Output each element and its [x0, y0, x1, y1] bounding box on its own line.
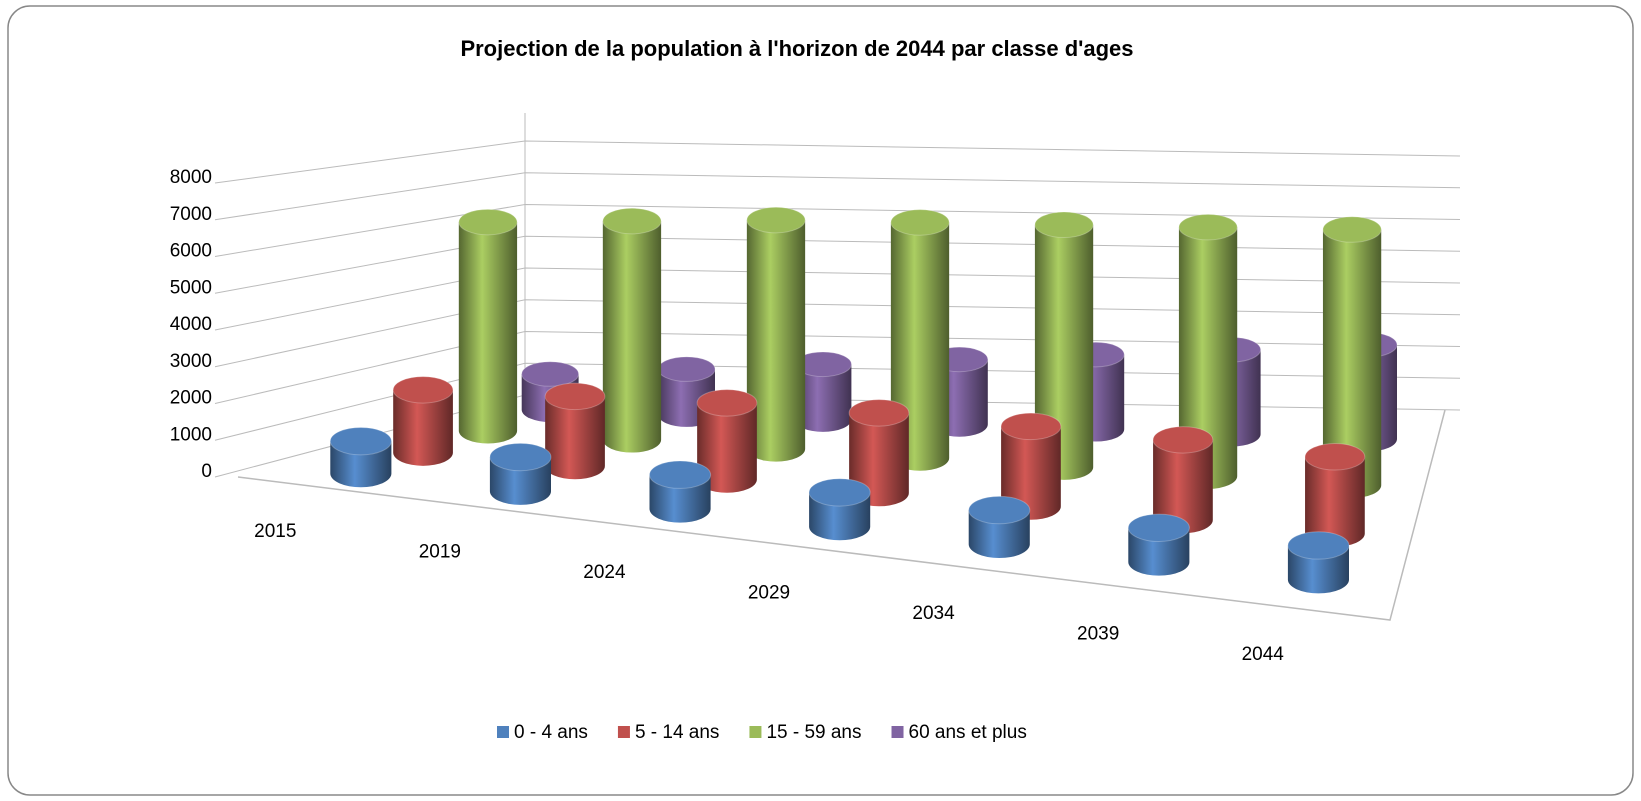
y-tick-label: 3000	[170, 351, 212, 372]
cylinder	[794, 364, 852, 432]
cylinder	[1305, 456, 1365, 547]
cylinder	[1153, 439, 1213, 534]
cylinder	[1178, 227, 1238, 489]
cylinder	[1128, 527, 1190, 576]
cylinder-top	[1127, 513, 1190, 542]
cylinder	[1322, 229, 1382, 498]
cylinder	[1287, 545, 1349, 594]
cylinder-top	[521, 361, 580, 387]
legend-swatch	[891, 726, 904, 738]
x-tick-label: 2039	[1077, 623, 1119, 644]
y-tick-label: 2000	[170, 388, 212, 409]
floor-edge	[237, 409, 1446, 621]
cylinder-top	[890, 209, 950, 236]
cylinder-top	[602, 207, 662, 235]
cylinder-top	[544, 382, 606, 411]
y-tick-label: 4000	[170, 314, 212, 335]
cylinder	[649, 474, 711, 523]
cylinder-top	[848, 399, 910, 427]
cylinder-top	[1178, 213, 1238, 241]
y-tick-label: 5000	[170, 277, 212, 298]
legend-label: 0 - 4 ans	[514, 722, 588, 743]
cylinder-top	[458, 208, 518, 236]
cylinder	[545, 396, 605, 480]
cylinder-top	[1322, 216, 1382, 243]
cylinder	[393, 389, 453, 466]
cylinder	[489, 457, 551, 505]
cylinder-top	[657, 356, 716, 382]
legend-label: 15 - 59 ans	[766, 722, 861, 743]
y-tick-label: 7000	[170, 204, 212, 225]
cylinder	[968, 510, 1030, 558]
cylinder-top	[1034, 211, 1094, 239]
cylinder	[849, 412, 909, 507]
legend-label: 5 - 14 ans	[635, 722, 720, 743]
x-tick-label: 2024	[583, 562, 626, 583]
legend-swatch	[749, 726, 762, 738]
x-tick-label: 2034	[912, 603, 955, 624]
cylinder	[1001, 426, 1061, 520]
cylinder-top	[808, 478, 871, 507]
legend-swatch	[497, 726, 509, 738]
cylinder-top	[1304, 443, 1366, 471]
cylinder-top	[329, 426, 392, 456]
x-tick-label: 2029	[748, 583, 790, 604]
cylinder-top	[968, 495, 1031, 525]
cylinder-top	[1000, 412, 1062, 441]
cylinder	[458, 222, 518, 444]
chart-title: Projection de la population à l'horizon …	[460, 36, 1133, 61]
x-tick-label: 2019	[419, 542, 461, 563]
y-tick-label: 8000	[170, 167, 212, 188]
cylinder-top	[746, 206, 806, 234]
x-tick-label: 2044	[1242, 644, 1285, 665]
cylinder	[697, 402, 757, 493]
cylinder-top	[1152, 426, 1214, 454]
y-tick-label: 6000	[170, 241, 212, 262]
cylinder	[602, 221, 662, 453]
cylinder-top	[696, 389, 758, 417]
legend-label: 60 ans et plus	[909, 722, 1027, 743]
y-tick-label: 1000	[170, 424, 212, 445]
cylinder	[809, 492, 871, 541]
cylinder	[746, 220, 806, 462]
cylinder-top	[392, 376, 454, 404]
cylinder-top	[1287, 531, 1350, 560]
cylinder-top	[489, 442, 552, 472]
cylinder-top	[649, 460, 712, 489]
y-tick-label: 0	[201, 461, 212, 482]
legend-swatch	[617, 726, 630, 738]
x-tick-label: 2015	[254, 521, 296, 542]
